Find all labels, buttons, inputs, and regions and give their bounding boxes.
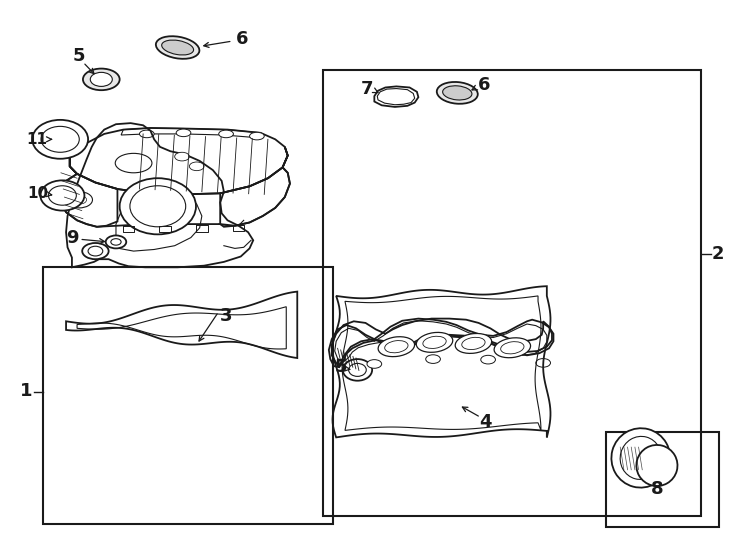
- Text: 8: 8: [650, 480, 664, 498]
- Bar: [323, 70, 701, 516]
- Ellipse shape: [32, 120, 88, 159]
- Text: 7: 7: [360, 80, 374, 98]
- Text: 11: 11: [26, 132, 47, 147]
- Text: 10: 10: [28, 186, 48, 201]
- Ellipse shape: [40, 180, 84, 211]
- Text: 2: 2: [711, 245, 724, 263]
- Ellipse shape: [481, 355, 495, 364]
- Ellipse shape: [175, 152, 189, 161]
- Ellipse shape: [120, 178, 196, 234]
- Ellipse shape: [115, 153, 152, 173]
- Text: 5: 5: [72, 47, 85, 65]
- Bar: [43, 267, 333, 524]
- Ellipse shape: [161, 40, 194, 55]
- Text: 9: 9: [65, 228, 79, 247]
- Ellipse shape: [343, 359, 372, 381]
- Ellipse shape: [416, 333, 453, 352]
- Ellipse shape: [219, 130, 233, 138]
- Ellipse shape: [423, 336, 446, 348]
- Text: 6: 6: [236, 30, 249, 48]
- Ellipse shape: [83, 69, 120, 90]
- Ellipse shape: [72, 195, 87, 204]
- Bar: [606, 432, 719, 526]
- Text: 4: 4: [479, 413, 493, 431]
- Ellipse shape: [82, 243, 109, 259]
- Ellipse shape: [378, 337, 415, 356]
- Ellipse shape: [462, 338, 485, 349]
- Ellipse shape: [620, 436, 661, 480]
- Ellipse shape: [536, 359, 550, 367]
- Ellipse shape: [176, 129, 191, 137]
- Ellipse shape: [106, 235, 126, 248]
- Ellipse shape: [349, 363, 366, 376]
- Ellipse shape: [494, 338, 531, 357]
- Ellipse shape: [41, 126, 79, 152]
- Ellipse shape: [139, 130, 154, 138]
- Text: 3: 3: [219, 307, 233, 325]
- Ellipse shape: [611, 428, 670, 488]
- Ellipse shape: [455, 334, 492, 353]
- Ellipse shape: [250, 132, 264, 140]
- Ellipse shape: [367, 360, 382, 368]
- Ellipse shape: [501, 342, 524, 354]
- Ellipse shape: [48, 186, 76, 205]
- Ellipse shape: [88, 246, 103, 256]
- Ellipse shape: [426, 355, 440, 363]
- Ellipse shape: [66, 192, 92, 208]
- Ellipse shape: [443, 86, 472, 100]
- Text: 1: 1: [20, 382, 33, 401]
- Ellipse shape: [636, 445, 677, 486]
- Ellipse shape: [111, 239, 121, 245]
- Ellipse shape: [437, 82, 478, 104]
- Ellipse shape: [385, 341, 408, 353]
- Text: 6: 6: [478, 76, 491, 94]
- Ellipse shape: [130, 186, 186, 227]
- Text: 5: 5: [335, 358, 348, 376]
- Ellipse shape: [156, 36, 200, 59]
- Ellipse shape: [90, 72, 112, 86]
- Ellipse shape: [189, 162, 204, 171]
